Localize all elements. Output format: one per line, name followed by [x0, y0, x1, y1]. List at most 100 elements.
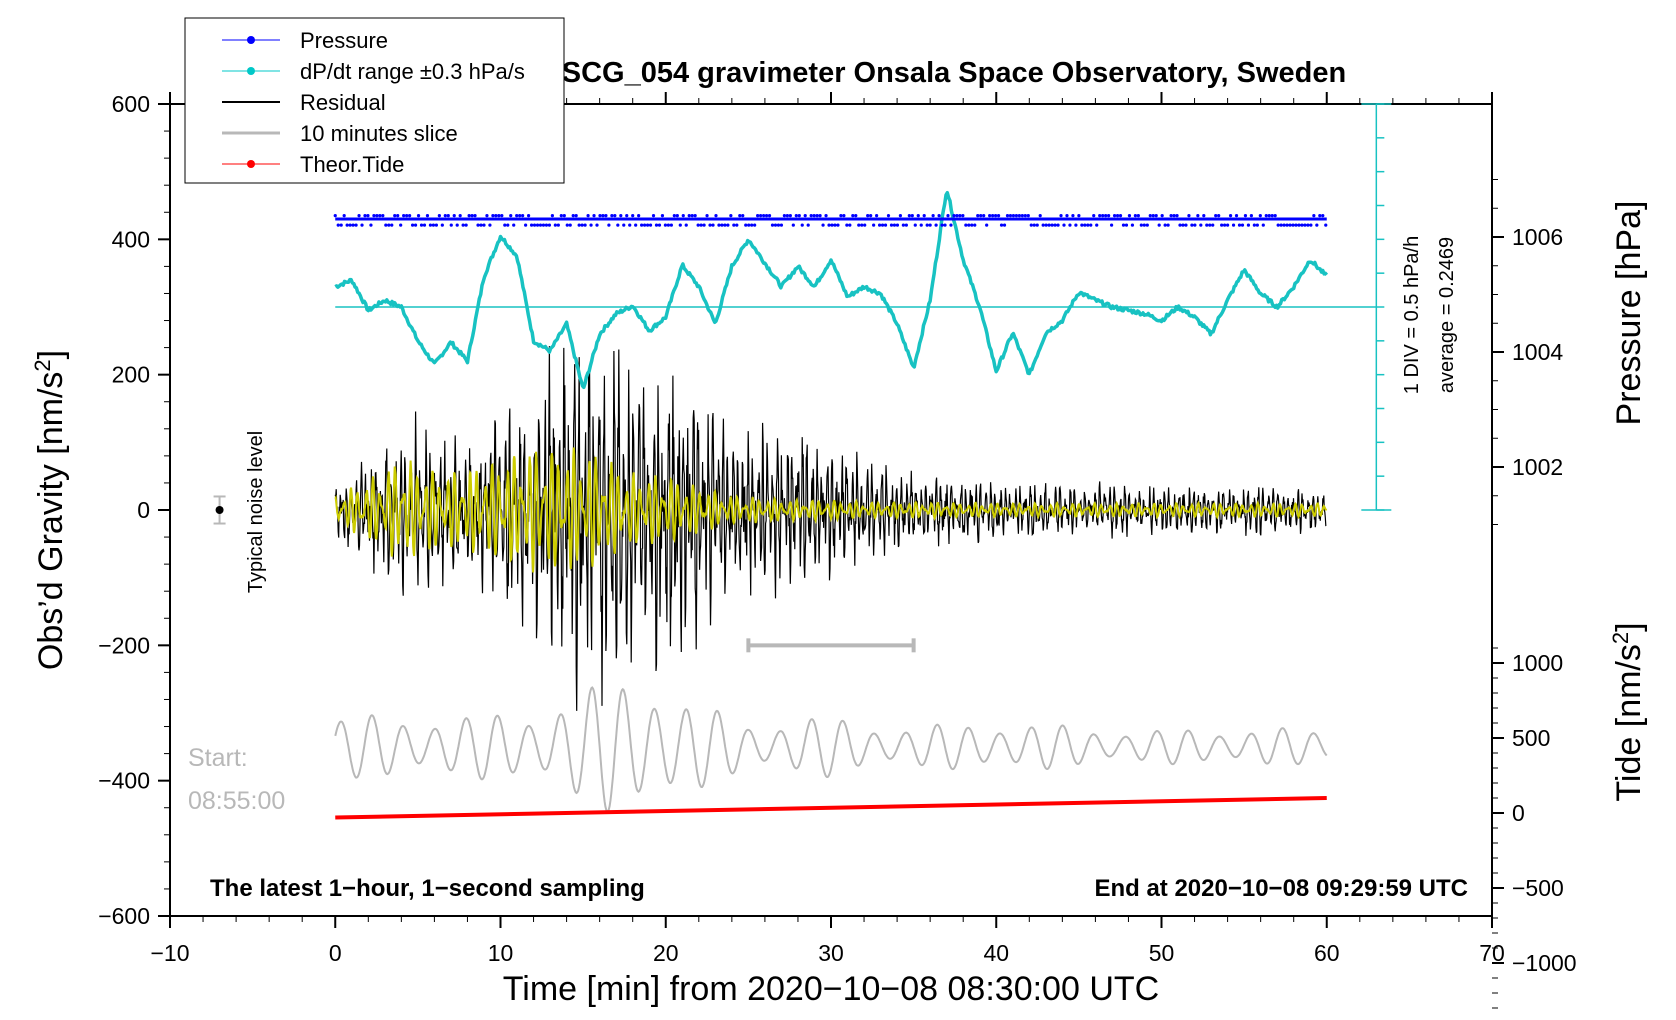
pressure-point — [851, 214, 855, 218]
pressure-point — [642, 223, 647, 227]
tide-tick-label: −1000 — [1512, 950, 1577, 976]
pressure-point — [993, 214, 998, 218]
start-label-2: 08:55:00 — [188, 787, 285, 815]
pressure-point — [348, 223, 352, 227]
pressure-point — [866, 214, 870, 218]
pressure-point — [1002, 223, 1007, 227]
pressure-point — [622, 223, 626, 227]
pressure-point — [711, 223, 715, 227]
pressure-point — [961, 214, 965, 218]
pressure-point — [1261, 223, 1265, 227]
bottom-right-note: End at 2020−10−08 09:29:59 UTC — [1094, 875, 1468, 902]
pressure-point — [402, 214, 406, 218]
pressure-point — [1288, 223, 1292, 227]
noise-level-label: Typical noise level — [245, 431, 267, 593]
pressure-point — [515, 214, 519, 218]
pressure-point — [946, 214, 950, 218]
pressure-point — [512, 223, 516, 227]
pressure-point — [1011, 214, 1016, 218]
pressure-point — [1145, 223, 1149, 227]
pressure-point — [1032, 223, 1036, 227]
pressure-point — [375, 214, 379, 218]
pressure-point — [1095, 223, 1099, 227]
pressure-point — [919, 223, 923, 227]
y-tick-label: −200 — [98, 632, 150, 658]
pressure-point — [479, 223, 483, 227]
pressure-point — [1249, 214, 1253, 218]
pressure-point — [339, 223, 343, 227]
pressure-point — [1199, 223, 1203, 227]
pressure-point — [619, 214, 623, 218]
pressure-point — [598, 214, 602, 218]
pressure-point — [794, 214, 798, 218]
pressure-axis-title: Pressure [hPa] — [1610, 201, 1648, 426]
pressure-point — [535, 223, 540, 227]
x-tick-label: 20 — [653, 940, 679, 966]
pressure-point — [770, 223, 775, 227]
pressure-point — [785, 214, 789, 218]
pressure-point — [830, 223, 834, 227]
pressure-point — [1163, 223, 1167, 227]
pressure-point — [931, 214, 935, 218]
pressure-point — [672, 214, 676, 218]
pressure-point — [1279, 223, 1283, 227]
pressure-point — [556, 223, 560, 227]
pressure-point — [610, 214, 614, 218]
pressure-point — [467, 214, 471, 218]
pressure-point — [1169, 214, 1173, 218]
pressure-point — [1098, 214, 1102, 218]
pressure-point — [1029, 223, 1033, 227]
legend-label-tide: Theor.Tide — [300, 152, 404, 177]
pressure-point — [1107, 214, 1111, 218]
pressure-point — [699, 223, 703, 227]
residual-line — [334, 346, 1327, 711]
pressure-point — [767, 214, 772, 218]
pressure-point — [839, 214, 843, 218]
pressure-point — [1083, 223, 1087, 227]
pressure-point — [723, 223, 727, 227]
pressure-point — [410, 223, 415, 227]
pressure-point — [1160, 214, 1164, 218]
pressure-point — [857, 223, 861, 227]
pressure-point — [625, 214, 629, 218]
pressure-point — [827, 223, 831, 227]
pressure-point — [869, 214, 873, 218]
pressure-point — [824, 214, 828, 218]
pressure-point — [452, 214, 456, 218]
pressure-point — [1291, 223, 1295, 227]
pressure-point — [1300, 223, 1304, 227]
pressure-point — [1121, 223, 1126, 227]
pressure-point — [973, 223, 977, 227]
pressure-point — [684, 223, 688, 227]
pressure-point — [1136, 214, 1140, 218]
pressure-point — [791, 223, 795, 227]
pressure-point — [1223, 223, 1227, 227]
y-tick-label: 600 — [112, 91, 150, 117]
pressure-point — [1217, 214, 1221, 218]
pressure-point — [1112, 214, 1117, 218]
pressure-point — [669, 223, 673, 227]
pressure-point — [1175, 214, 1179, 218]
pressure-point — [1118, 214, 1123, 218]
legend-label-dpdt: dP/dt range ±0.3 hPa/s — [300, 59, 525, 84]
pressure-point — [408, 214, 412, 218]
pressure-point — [928, 223, 932, 227]
legend: Pressure dP/dt range ±0.3 hPa/s Residual… — [184, 17, 565, 184]
pressure-point — [1255, 223, 1259, 227]
pressure-point — [1077, 214, 1081, 218]
pressure-point — [949, 223, 953, 227]
pressure-point — [1178, 223, 1182, 227]
pressure-point — [384, 223, 388, 227]
pressure-point — [586, 214, 590, 218]
pressure-point — [628, 223, 632, 227]
pressure-point — [607, 223, 611, 227]
x-axis-title: Time [min] from 2020−10−08 08:30:00 UTC — [503, 970, 1159, 1008]
pressure-point — [996, 214, 1001, 218]
pressure-point — [1068, 223, 1072, 227]
pressure-point — [991, 214, 995, 218]
pressure-point — [464, 223, 468, 227]
tide-axis-title-end: ] — [1610, 622, 1648, 631]
pressure-point — [1014, 214, 1019, 218]
pressure-point — [913, 223, 917, 227]
pressure-point — [970, 223, 974, 227]
